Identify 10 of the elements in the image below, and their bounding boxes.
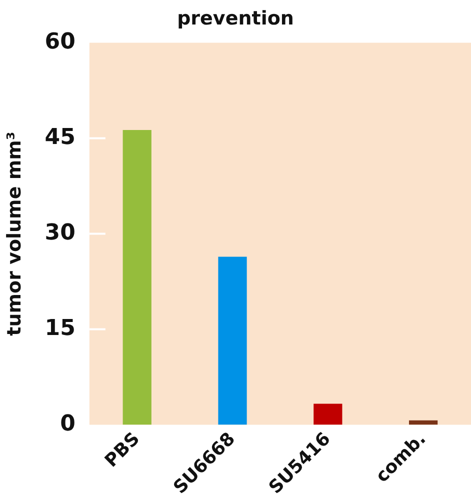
y-tick-label: 30 bbox=[44, 220, 76, 246]
y-tick-label: 45 bbox=[44, 125, 76, 150]
y-tick-label: 15 bbox=[44, 316, 76, 342]
chart-title: prevention bbox=[177, 7, 294, 30]
bar bbox=[218, 256, 247, 425]
bar bbox=[122, 130, 152, 425]
y-axis-title: tumor volume mm³ bbox=[3, 132, 26, 336]
bar bbox=[314, 404, 342, 425]
y-tick-label: 60 bbox=[44, 30, 76, 55]
y-tick-label: 0 bbox=[60, 412, 76, 437]
